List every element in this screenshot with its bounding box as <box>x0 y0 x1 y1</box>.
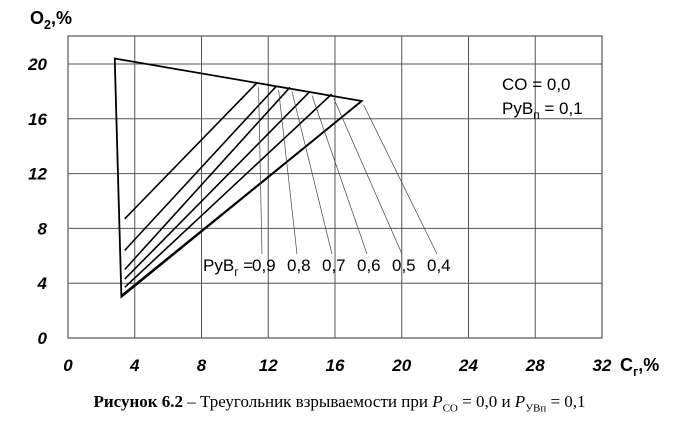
caption-p-uvp-sub: УВп <box>525 402 547 415</box>
x-tick-label: 32 <box>593 356 612 375</box>
caption-eq-2: = 0,1 <box>546 392 586 411</box>
series-label: 0,4 <box>427 256 451 275</box>
x-tick-label: 28 <box>525 356 545 375</box>
caption-figure-number: Рисунок 6.2 <box>93 392 184 411</box>
y-axis-title: O2,% <box>30 8 72 32</box>
leader-line <box>363 104 438 255</box>
legend-prefix: PyВг = <box>203 256 253 279</box>
series-label: 0,6 <box>357 256 381 275</box>
x-tick-label: 8 <box>197 356 207 375</box>
y-tick-label: 0 <box>38 329 48 348</box>
y-tick-label: 4 <box>37 274 48 293</box>
caption-p-co-sub: CO <box>442 402 458 415</box>
x-tick-label: 12 <box>259 356 278 375</box>
y-tick-label: 20 <box>27 55 47 74</box>
iso-line <box>124 86 291 271</box>
iso-line <box>124 93 333 288</box>
x-tick-label: 0 <box>63 356 73 375</box>
ticks: 0 4 8 12 16 20 24 28 32 0 4 8 12 16 20 <box>27 55 612 375</box>
leader-line <box>333 97 403 255</box>
iso-line <box>124 82 258 220</box>
series-label: 0,8 <box>287 256 311 275</box>
iso-line <box>120 100 363 297</box>
iso-line <box>124 85 278 251</box>
grid <box>67 35 603 339</box>
y-tick-label: 16 <box>28 110 47 129</box>
figure-caption: Рисунок 6.2 – Треугольник взрываемости п… <box>0 392 679 414</box>
iso-line <box>124 90 311 280</box>
series-label: 0,5 <box>392 256 416 275</box>
labels: O2,% Cг,% 0,9 0,8 0,7 0,6 0,5 0,4 PyВг = CO = 0,… <box>30 8 659 379</box>
leader-line <box>258 87 263 255</box>
x-tick-label: 20 <box>391 356 411 375</box>
series-label: 0,9 <box>252 256 276 275</box>
leader-line <box>311 95 368 255</box>
annotation-pyvp: PyВп = 0,1 <box>502 99 583 122</box>
caption-eq-1: = 0,0 и <box>457 392 515 411</box>
diagram <box>113 57 364 299</box>
y-tick-label: 8 <box>38 219 48 238</box>
caption-text: – Треугольник взрываемости при <box>183 392 433 411</box>
x-tick-label: 24 <box>458 356 478 375</box>
leader-lines <box>258 87 438 255</box>
x-axis-title: Cг,% <box>620 355 659 379</box>
x-tick-label: 4 <box>129 356 140 375</box>
y-tick-label: 12 <box>28 165 47 184</box>
x-tick-label: 16 <box>326 356 345 375</box>
caption-p-co: P <box>432 392 443 411</box>
series-label: 0,7 <box>322 256 346 275</box>
caption-p-uvp: P <box>514 392 526 411</box>
leader-line <box>291 91 333 255</box>
annotation-co: CO = 0,0 <box>502 75 571 94</box>
leader-line <box>278 89 298 255</box>
